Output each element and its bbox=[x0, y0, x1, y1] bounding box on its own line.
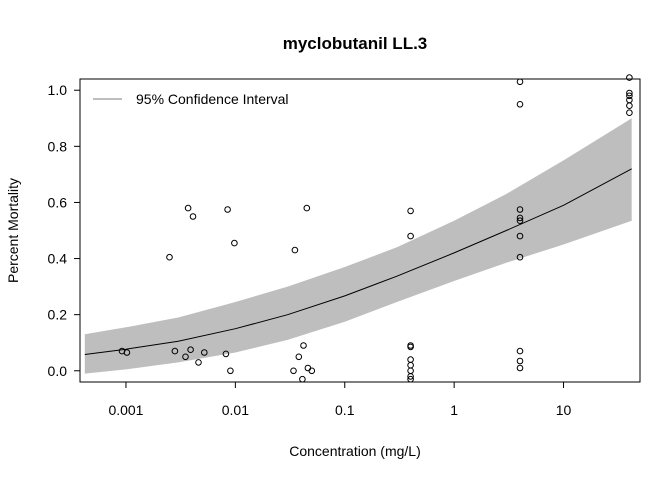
data-point bbox=[308, 367, 316, 375]
data-point bbox=[516, 253, 524, 261]
data-point bbox=[195, 359, 202, 366]
data-point bbox=[184, 204, 192, 212]
x-tick-label: 0.1 bbox=[335, 402, 355, 418]
data-point bbox=[166, 253, 173, 261]
data-point bbox=[516, 217, 524, 224]
data-point bbox=[626, 109, 633, 116]
data-point bbox=[291, 246, 299, 254]
data-point bbox=[626, 74, 633, 81]
data-point bbox=[295, 353, 303, 361]
x-tick-label: 1 bbox=[450, 402, 458, 418]
x-axis: 0.001 0.01 0.1 1 10 bbox=[108, 382, 572, 418]
y-tick-label: 0.6 bbox=[48, 194, 68, 210]
data-point bbox=[516, 232, 524, 240]
data-point bbox=[407, 373, 414, 380]
data-point bbox=[182, 353, 189, 361]
data-point bbox=[407, 207, 414, 215]
x-tick-label: 10 bbox=[556, 402, 572, 418]
x-axis-title: Concentration (mg/L) bbox=[289, 443, 421, 459]
data-point bbox=[407, 367, 414, 375]
x-tick-label: 0.01 bbox=[222, 402, 249, 418]
data-point bbox=[516, 357, 524, 365]
chart-title: myclobutanil LL.3 bbox=[283, 34, 428, 53]
data-point bbox=[171, 347, 179, 355]
data-point bbox=[516, 214, 524, 222]
legend-label: 95% Confidence Interval bbox=[136, 91, 289, 107]
data-point bbox=[290, 367, 297, 375]
data-point bbox=[224, 206, 231, 213]
data-point bbox=[407, 232, 414, 240]
fitted-line-layer bbox=[84, 168, 632, 355]
y-tick-label: 0.4 bbox=[48, 251, 68, 267]
data-point bbox=[516, 364, 524, 372]
y-axis-title: Percent Mortality bbox=[5, 178, 21, 283]
data-point bbox=[407, 343, 414, 351]
data-point bbox=[227, 367, 234, 375]
data-point bbox=[303, 204, 311, 212]
data-point bbox=[407, 356, 414, 363]
data-point bbox=[626, 102, 633, 109]
confidence-band-layer bbox=[84, 118, 632, 374]
legend: 95% Confidence Interval bbox=[93, 91, 289, 107]
data-point bbox=[626, 92, 633, 100]
data-point bbox=[626, 96, 633, 104]
y-tick-label: 0.0 bbox=[48, 363, 68, 379]
y-tick-label: 1.0 bbox=[48, 82, 68, 98]
data-point bbox=[123, 349, 131, 356]
confidence-band bbox=[84, 118, 632, 374]
plot-frame bbox=[79, 78, 641, 383]
data-point bbox=[516, 78, 524, 86]
data-point bbox=[300, 342, 307, 349]
data-point bbox=[189, 213, 197, 220]
data-point bbox=[299, 375, 306, 383]
y-tick-label: 0.2 bbox=[48, 307, 68, 323]
data-points-layer bbox=[118, 74, 633, 383]
data-point bbox=[187, 346, 194, 354]
y-axis: 0.0 0.2 0.4 0.6 0.8 1.0 bbox=[48, 82, 80, 379]
x-tick-label: 0.001 bbox=[108, 402, 143, 418]
data-point bbox=[516, 347, 524, 355]
data-point bbox=[201, 349, 208, 356]
y-tick-label: 0.8 bbox=[48, 138, 68, 154]
data-point bbox=[407, 361, 414, 369]
data-point bbox=[516, 206, 524, 213]
data-point bbox=[626, 89, 633, 97]
data-point bbox=[231, 239, 238, 247]
fitted-curve bbox=[84, 168, 632, 355]
data-point bbox=[304, 364, 312, 372]
data-point bbox=[222, 350, 230, 358]
data-point bbox=[516, 101, 524, 108]
